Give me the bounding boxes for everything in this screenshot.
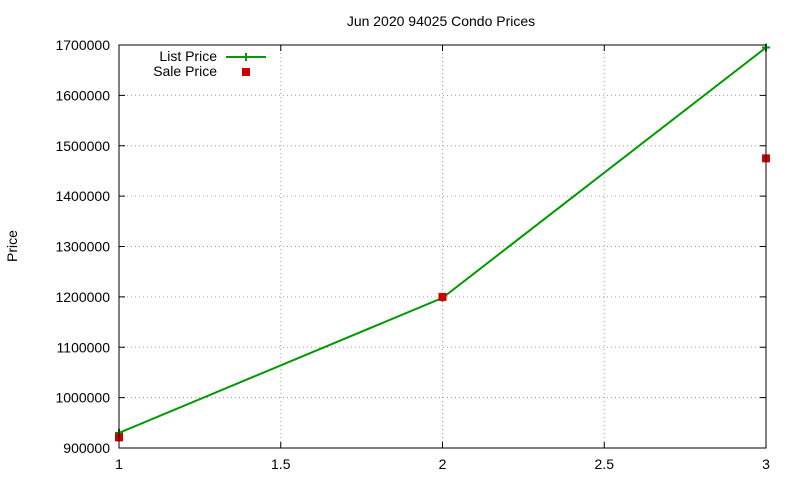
y-tick-label: 1100000 xyxy=(57,339,111,355)
legend-label-list-price: List Price xyxy=(159,48,217,64)
x-tick-label: 2 xyxy=(439,456,447,472)
legend: List Price Sale Price xyxy=(153,48,266,79)
y-tick-label: 1200000 xyxy=(55,289,110,305)
y-tick-label: 1300000 xyxy=(55,239,110,255)
y-tick-label: 1400000 xyxy=(55,188,110,204)
y-tick-label: 1000000 xyxy=(55,390,110,406)
y-tick-label: 1500000 xyxy=(55,138,110,154)
legend-marker-list-price xyxy=(242,53,250,61)
y-axis-label: Price xyxy=(4,230,20,262)
legend-marker-sale-price xyxy=(242,68,250,76)
x-tick-label: 1 xyxy=(115,456,123,472)
axis-ticks: 900000 1000000 1100000 1200000 1300000 140000… xyxy=(55,37,770,472)
plot-frame xyxy=(118,44,767,449)
x-tick-label: 1.5 xyxy=(271,456,291,472)
y-tick-label: 900000 xyxy=(63,440,110,456)
chart-title: Jun 2020 94025 Condo Prices xyxy=(347,13,535,29)
y-tick-label: 1700000 xyxy=(55,37,110,53)
grid-lines xyxy=(118,44,767,449)
y-tick-label: 1600000 xyxy=(55,87,110,103)
x-tick-label: 2.5 xyxy=(595,456,615,472)
legend-label-sale-price: Sale Price xyxy=(153,63,217,79)
x-tick-label: 3 xyxy=(762,456,770,472)
data-point-sale-price xyxy=(438,292,447,301)
